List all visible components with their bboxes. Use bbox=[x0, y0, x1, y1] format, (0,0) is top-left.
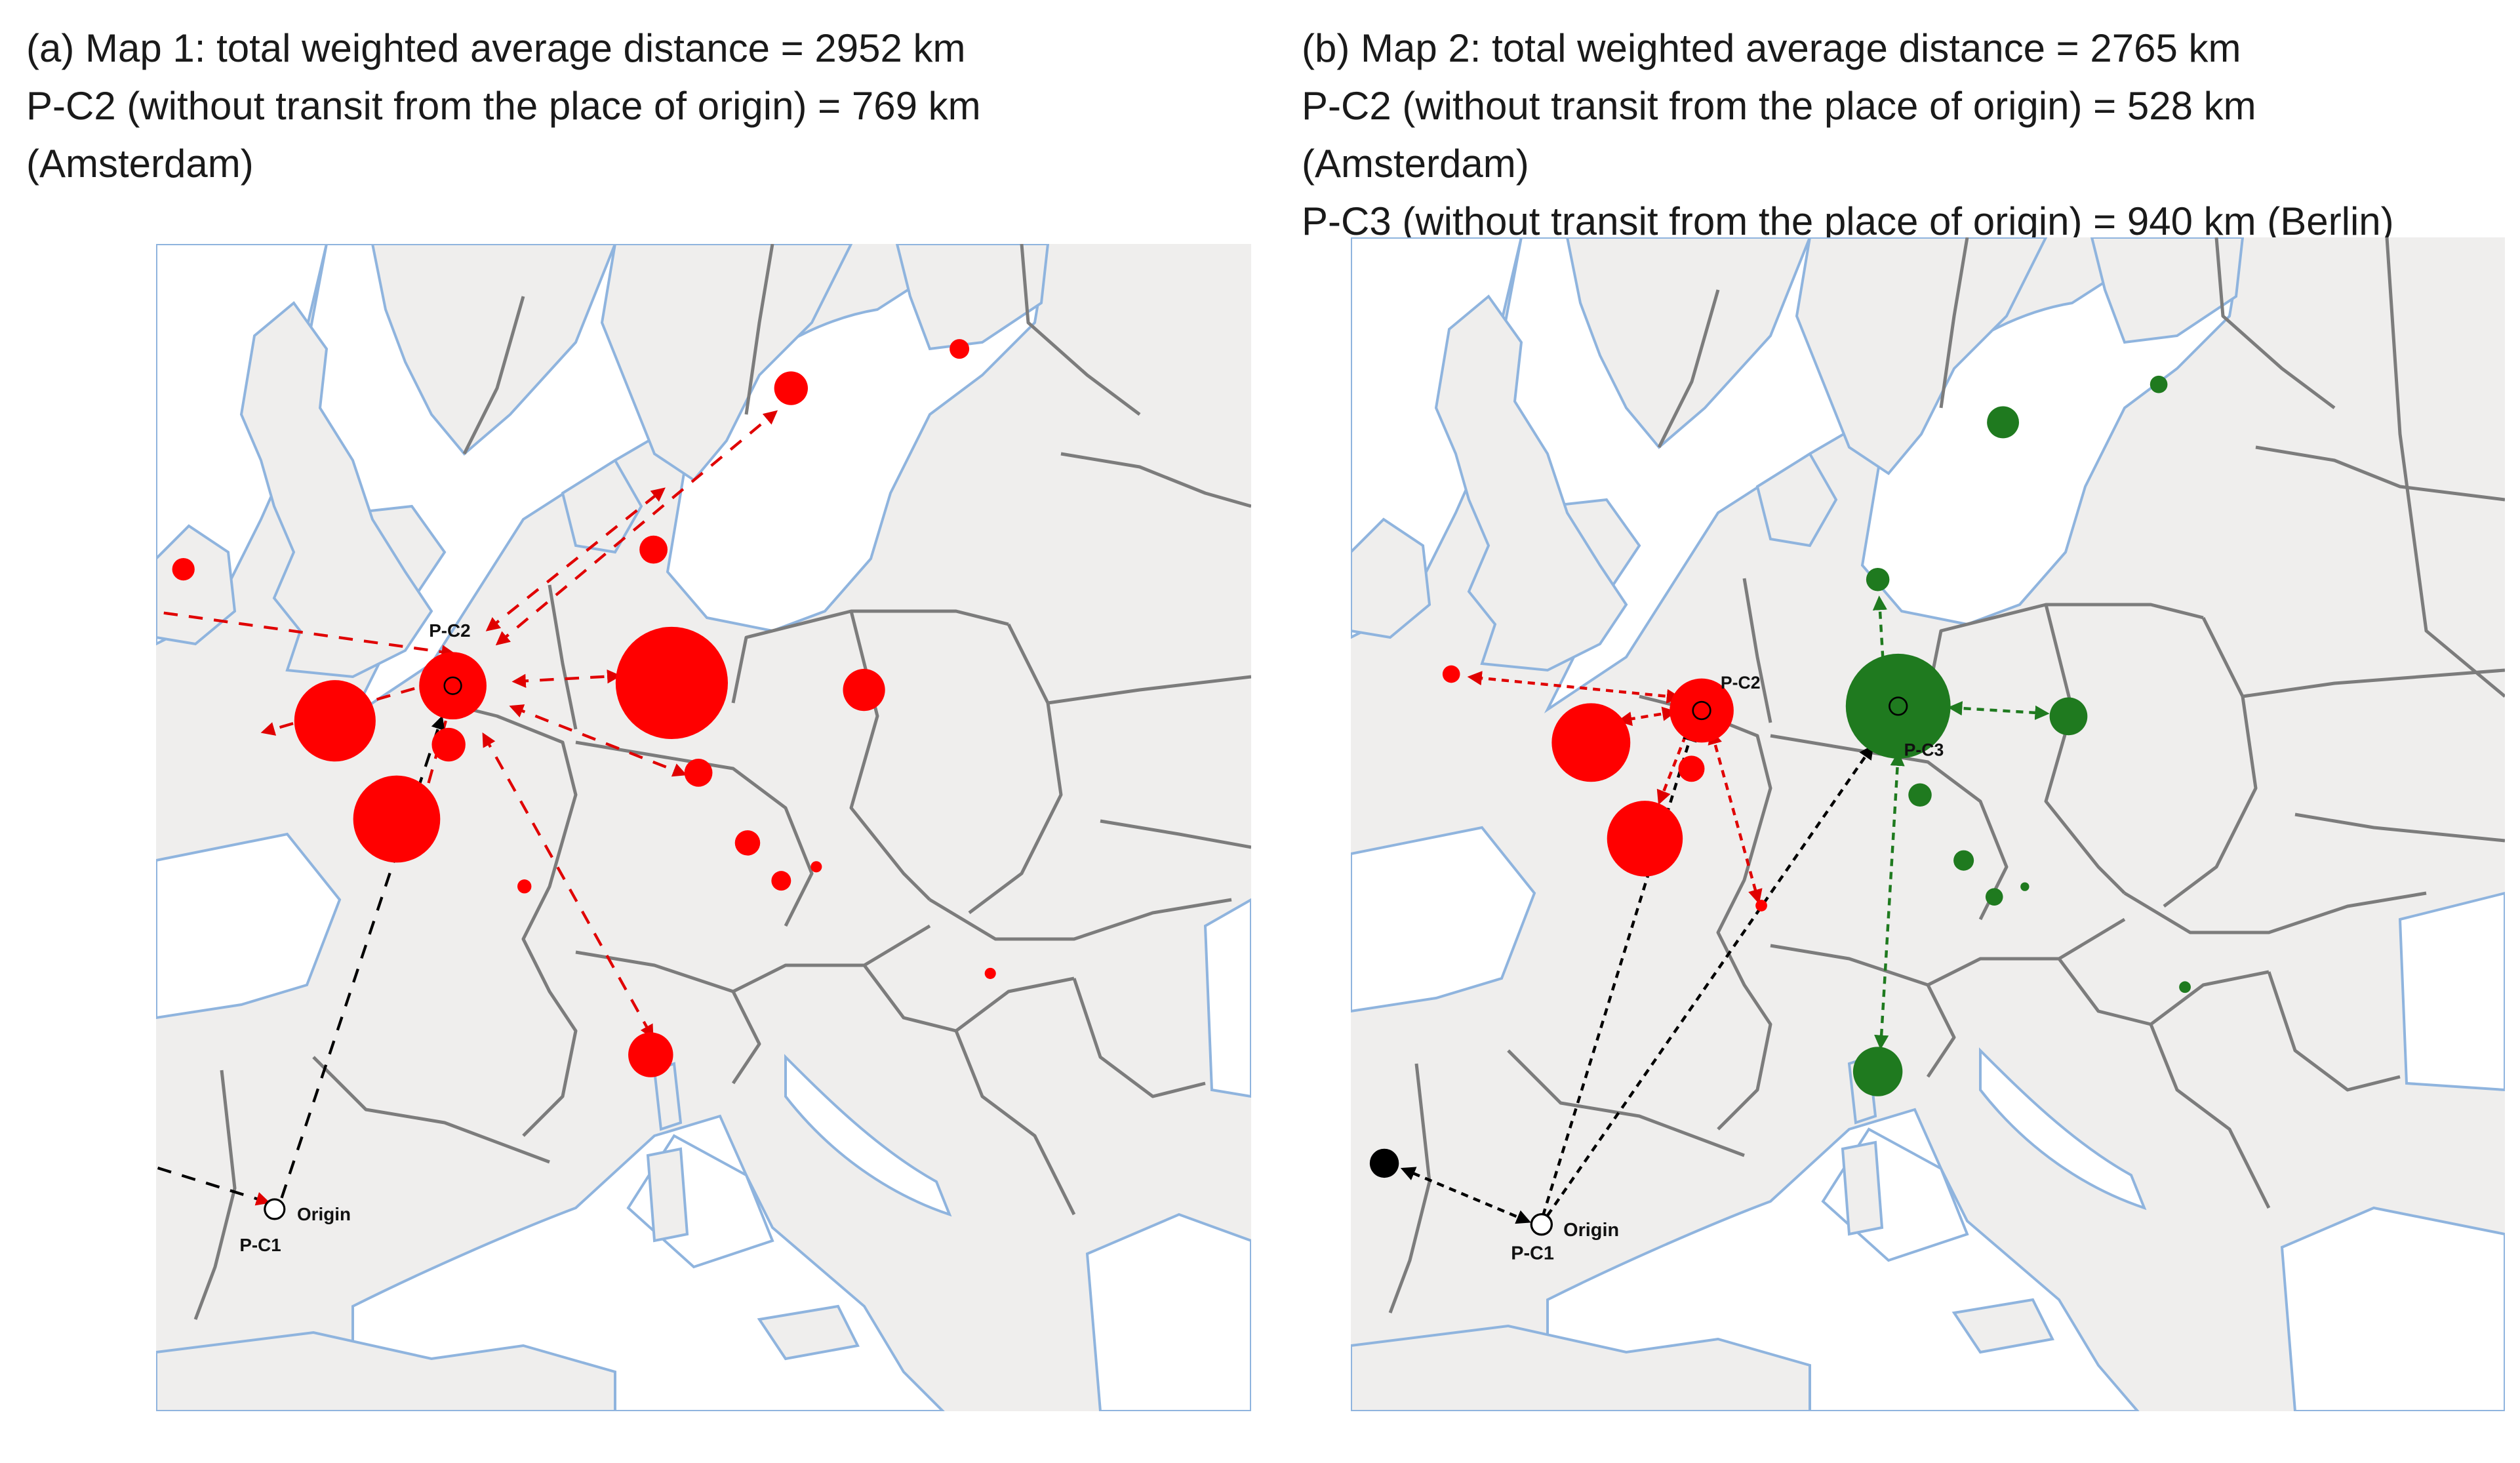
hub-pc2-circle bbox=[419, 652, 487, 720]
circle-copenhagen bbox=[1866, 567, 1890, 591]
pc1-label: P-C1 bbox=[1511, 1243, 1554, 1264]
circle-stockholm bbox=[774, 371, 808, 405]
origin-marker bbox=[264, 1198, 286, 1220]
finland bbox=[2090, 237, 2245, 344]
circle-warsaw bbox=[843, 669, 885, 711]
ireland bbox=[1351, 517, 1431, 639]
hub-pc2-circle bbox=[1670, 678, 1734, 743]
circle-berlin bbox=[615, 626, 729, 740]
sweden bbox=[1795, 237, 2048, 475]
sicily bbox=[757, 1304, 860, 1361]
circle-dublin bbox=[1442, 665, 1460, 683]
sardinia bbox=[1841, 1140, 1884, 1236]
north-africa bbox=[156, 1331, 616, 1411]
circle-warsaw bbox=[2049, 697, 2088, 736]
flow-hub-berlin bbox=[511, 669, 622, 689]
finland bbox=[895, 244, 1050, 351]
circle-budapest bbox=[810, 861, 822, 873]
circle-vienna bbox=[1953, 850, 1974, 871]
circle-paris bbox=[353, 775, 441, 863]
circle-prague bbox=[1908, 783, 1932, 807]
map-b-caption-line-1: (b) Map 2: total weighted average distan… bbox=[1302, 26, 2241, 70]
great-britain bbox=[1434, 294, 1628, 672]
hub-pc2-marker bbox=[1692, 700, 1711, 721]
circle-bucharest bbox=[2179, 981, 2191, 993]
flow-origin-hub bbox=[280, 715, 445, 1199]
circle-rome bbox=[1852, 1047, 1903, 1096]
flow-pc3-warsaw bbox=[1948, 701, 2050, 720]
circle-brussels bbox=[431, 727, 466, 762]
map-b-caption-line-2: P-C2 (without transit from the place of … bbox=[1302, 84, 2256, 128]
denmark bbox=[1755, 452, 1838, 548]
circle-budapest bbox=[2020, 882, 2030, 891]
black-sea bbox=[2398, 891, 2505, 1092]
circle-lisbon bbox=[1369, 1148, 1399, 1178]
hub-pc2-label: P-C2 bbox=[1721, 673, 1761, 692]
sicily bbox=[1951, 1298, 2054, 1354]
flow-hub-dublin bbox=[156, 563, 456, 659]
circle-hamburg bbox=[639, 535, 668, 564]
circle-zurich bbox=[1755, 900, 1767, 912]
map-b-marks: P-C2 P-C3 Origin P-C1 bbox=[1369, 375, 2191, 1264]
origin-label: Origin bbox=[1563, 1220, 1619, 1241]
circle-dublin bbox=[172, 557, 195, 581]
flow-pc2-dublin bbox=[1467, 671, 1681, 704]
pc1-label: P-C1 bbox=[239, 1235, 281, 1255]
flow-hub-stockholm bbox=[495, 410, 778, 646]
basemap bbox=[156, 244, 1251, 1411]
hub-pc2-label: P-C2 bbox=[429, 620, 470, 641]
sardinia bbox=[646, 1147, 689, 1243]
flow-origin-lisbon bbox=[156, 1152, 271, 1206]
map-a-caption-line-2: P-C2 (without transit from the place of … bbox=[26, 84, 981, 128]
map-a-caption-line-3: (Amsterdam) bbox=[26, 142, 254, 186]
circle-stockholm bbox=[1987, 406, 2019, 439]
map-a-marks: P-C2 Origin P-C1 bbox=[172, 339, 996, 1255]
circle-london bbox=[1551, 703, 1631, 782]
flow-pc2-zurich bbox=[1708, 729, 1763, 904]
flow-hub-london bbox=[260, 677, 442, 736]
adriatic bbox=[1979, 1047, 2147, 1211]
circle-rome bbox=[628, 1032, 673, 1077]
circle-munich bbox=[771, 871, 791, 891]
flow-hub-prague bbox=[509, 704, 687, 777]
flow-origin-pc3 bbox=[1546, 744, 1874, 1217]
circle-prague bbox=[684, 758, 713, 787]
map-a: P-C2 Origin P-C1 bbox=[156, 244, 1251, 1411]
circle-london bbox=[294, 680, 376, 762]
circle-bratislava bbox=[1985, 888, 2003, 906]
circle-brussels bbox=[1678, 755, 1705, 782]
circle-vienna bbox=[734, 830, 761, 856]
black-sea bbox=[1203, 898, 1251, 1098]
map-b-caption-line-4: P-C3 (without transit from the place of … bbox=[1302, 199, 2394, 243]
flow-pc2-london bbox=[1617, 706, 1677, 727]
bay-of-biscay bbox=[156, 832, 342, 1020]
circle-bucharest bbox=[984, 967, 996, 979]
aegean bbox=[2280, 1206, 2505, 1411]
origin-label: Origin bbox=[297, 1204, 351, 1224]
map-b-caption-line-3: (Amsterdam) bbox=[1302, 142, 1529, 186]
flow-origin-lisbon bbox=[1400, 1167, 1531, 1224]
flow-hub-rome bbox=[482, 732, 654, 1039]
circle-helsinki bbox=[950, 339, 970, 359]
map-b: P-C2 P-C3 Origin P-C1 bbox=[1351, 237, 2505, 1411]
landmasses bbox=[1351, 237, 2245, 1411]
hub-pc2-marker bbox=[443, 676, 462, 695]
hub-pc3-label: P-C3 bbox=[1904, 740, 1944, 759]
map-a-caption: (a) Map 1: total weighted average distan… bbox=[26, 20, 981, 193]
circle-zurich bbox=[517, 879, 532, 894]
aegean bbox=[1085, 1212, 1251, 1411]
adriatic bbox=[784, 1054, 952, 1217]
flows-origin bbox=[156, 715, 445, 1206]
basemap bbox=[1351, 237, 2505, 1411]
bay-of-biscay bbox=[1351, 826, 1536, 1013]
hub-pc3-marker bbox=[1889, 696, 1908, 716]
flow-pc3-rome bbox=[1874, 751, 1905, 1050]
circle-helsinki bbox=[2150, 375, 2168, 393]
map-a-caption-line-1: (a) Map 1: total weighted average distan… bbox=[26, 26, 966, 70]
hub-pc3-circle bbox=[1845, 653, 1951, 759]
map-b-caption: (b) Map 2: total weighted average distan… bbox=[1302, 20, 2394, 251]
origin-marker bbox=[1530, 1212, 1553, 1236]
circle-paris bbox=[1607, 801, 1683, 877]
north-africa bbox=[1351, 1324, 1811, 1411]
